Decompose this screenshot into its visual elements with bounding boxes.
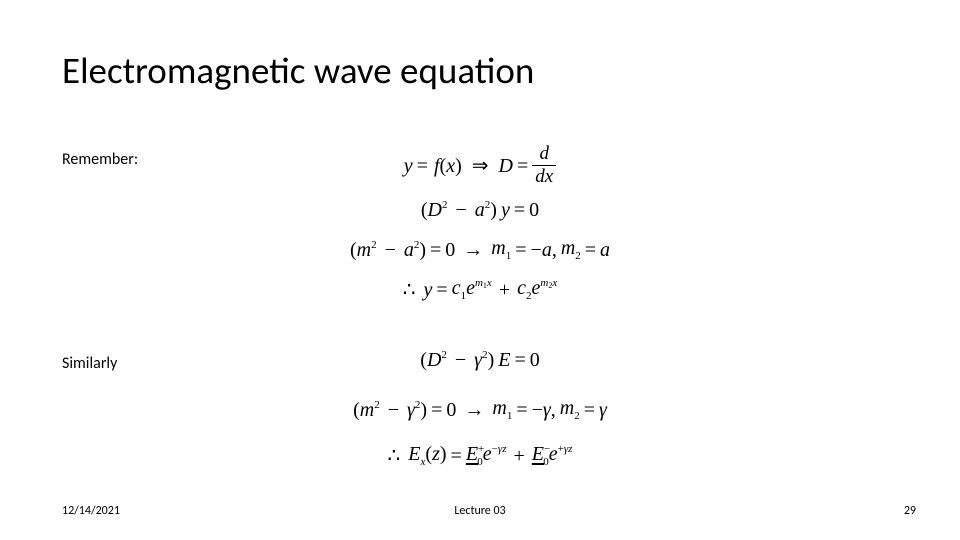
math-op: + (513, 446, 524, 466)
math-op: = (451, 446, 462, 466)
math-op: − (385, 239, 396, 261)
footer-lecture: Lecture 03 (454, 504, 505, 518)
math-var: D (428, 199, 442, 221)
math-var: y (424, 280, 433, 300)
therefore-icon: ∴ (403, 280, 416, 300)
math-sup: 2 (374, 399, 380, 411)
math-op: = (417, 156, 428, 176)
math-op: = (517, 156, 528, 176)
math-paren: ) (455, 155, 462, 177)
fraction: d dx (532, 144, 556, 188)
math-var: a (600, 240, 610, 260)
math-op: = (436, 280, 447, 300)
math-comma: , (552, 239, 557, 261)
math-op: = (430, 240, 441, 260)
math-sup: m2x (540, 277, 557, 289)
math-var: γ (543, 399, 551, 421)
math-var: a (475, 199, 485, 221)
math-var: m (560, 397, 574, 419)
math-op: = (514, 200, 525, 220)
math-comma: , (551, 399, 556, 421)
math-op: = (514, 350, 525, 370)
equation-row-6: (m2 − γ2) = 0 → m1 = −γ, m2 = γ (0, 398, 960, 422)
math-sup: +γz (558, 443, 573, 455)
equation-row-7: ∴ Ex(z) = E+0e−γz + E−0e+γz (0, 444, 960, 468)
therefore-icon: ∴ (388, 446, 401, 466)
math-var: m (561, 237, 575, 259)
math-sup: −γz (492, 443, 507, 455)
math-op: = (515, 240, 526, 260)
math-num: 0 (529, 200, 539, 220)
math-var: E (498, 350, 510, 370)
math-sup: 2 (371, 239, 377, 251)
math-var: e (466, 277, 475, 299)
math-num: 0 (446, 400, 456, 420)
math-var: m (357, 239, 371, 261)
equation-row-3: (m2 − a2) = 0 → m1 = −a, m2 = a (0, 238, 960, 262)
math-var: D (499, 156, 513, 176)
math-paren: ( (353, 399, 360, 421)
math-sub: 1 (507, 410, 513, 422)
math-sub: 2 (574, 410, 580, 422)
math-var: y (501, 200, 510, 220)
footer-date: 12/14/2021 (62, 504, 120, 518)
math-var: m (492, 397, 506, 419)
math-var: y (404, 156, 413, 176)
math-var: γ (599, 400, 607, 420)
math-var: a (404, 239, 414, 261)
math-num: 0 (530, 350, 540, 370)
math-op: = (584, 400, 595, 420)
math-sub: 2 (575, 250, 581, 262)
math-paren: ( (421, 199, 428, 221)
math-op: = (516, 400, 527, 420)
math-paren: ( (350, 239, 357, 261)
slide: Electromagnetic wave equation Remember: … (0, 0, 960, 540)
math-var: c (452, 277, 461, 299)
math-op: + (499, 280, 510, 300)
math-op: = (585, 240, 596, 260)
math-paren: ( (420, 349, 427, 371)
math-var: E (408, 443, 420, 465)
math-var: γ (474, 349, 482, 371)
equation-row-5: (D2 − γ2) E = 0 (0, 350, 960, 370)
math-var: m (360, 399, 374, 421)
math-var: e (549, 443, 558, 465)
math-op: − (455, 349, 466, 371)
math-var: D (427, 349, 441, 371)
fraction-denominator: dx (532, 165, 556, 188)
math-var: m (491, 237, 505, 259)
math-var: x (446, 155, 455, 177)
equation-row-1: y = f(x) ⇒ D = d dx (0, 144, 960, 188)
math-paren: ) (440, 443, 447, 465)
math-var: c (517, 277, 526, 299)
math-paren: ) (488, 349, 495, 371)
math-sup: m1x (475, 277, 492, 289)
math-paren: ) (420, 399, 427, 421)
equation-row-4: ∴ y = c1em1x + c2em2x (0, 278, 960, 302)
math-var: a (542, 239, 552, 261)
math-op: − (531, 239, 542, 261)
math-sup: 2 (441, 349, 447, 361)
math-sup: 2 (442, 199, 448, 211)
math-op: = (431, 400, 442, 420)
math-paren: ) (419, 239, 426, 261)
fraction-numerator: d (536, 144, 552, 165)
math-sub: 1 (506, 250, 512, 262)
math-var: γ (407, 399, 415, 421)
math-var: e (483, 443, 492, 465)
math-op: − (532, 399, 543, 421)
equation-row-2: (D2 − a2) y = 0 (0, 200, 960, 220)
math-paren: ) (490, 199, 497, 221)
math-op: − (456, 199, 467, 221)
arrow-icon: → (463, 240, 483, 260)
arrow-icon: → (464, 400, 484, 420)
slide-title: Electromagnetic wave equation (62, 48, 534, 93)
math-var: z (432, 443, 440, 465)
math-op: − (388, 399, 399, 421)
math-num: 0 (445, 240, 455, 260)
arrow-icon: ⇒ (472, 156, 489, 176)
footer-page-number: 29 (904, 504, 916, 518)
